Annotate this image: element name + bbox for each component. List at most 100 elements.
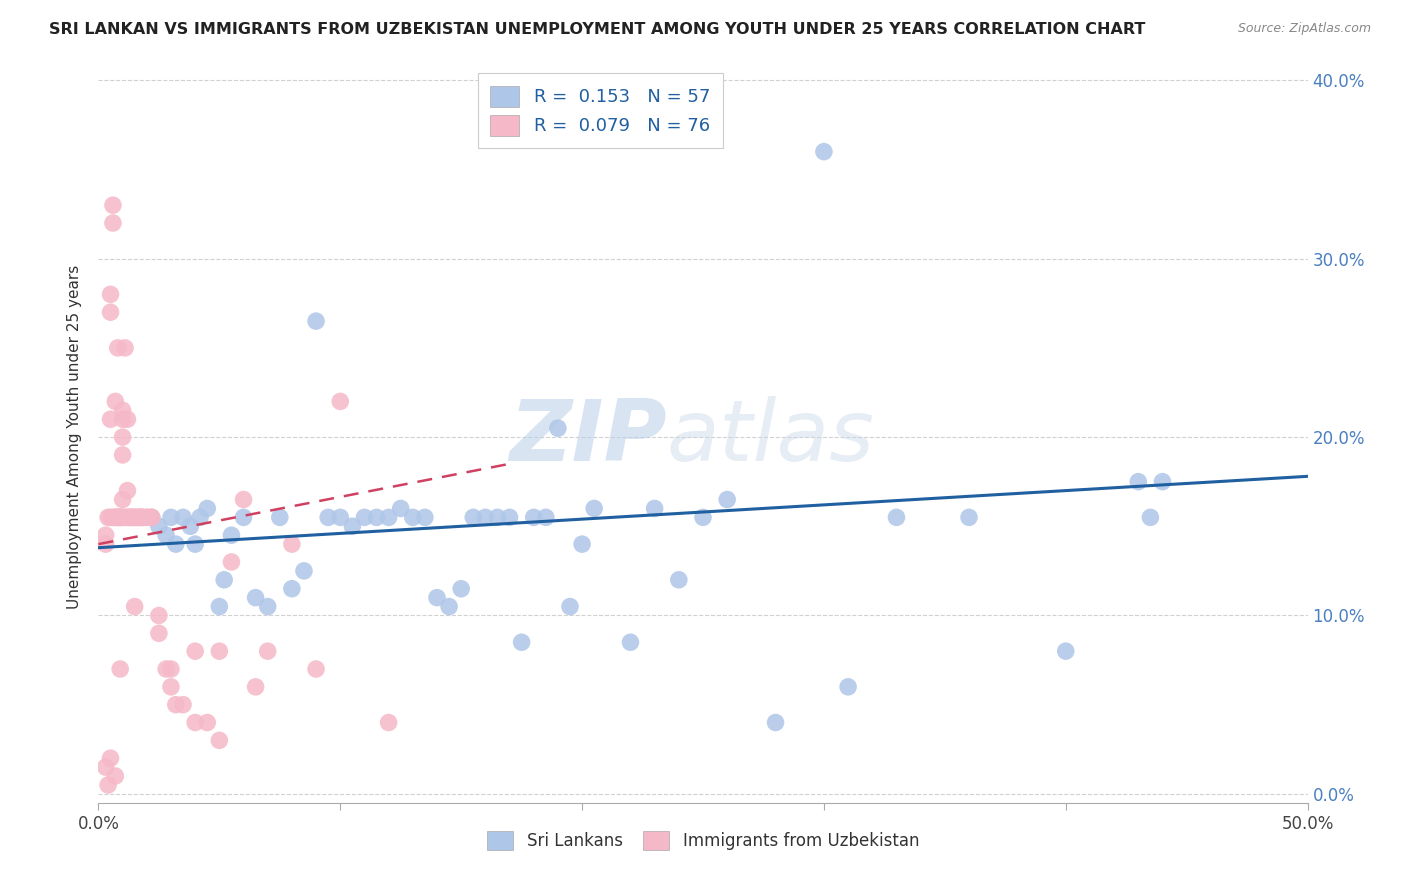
Point [104,510,127,524]
Point [104,394,127,409]
Point [195,715,218,730]
Point [111,430,134,444]
Point [111,510,134,524]
Point [124,510,146,524]
Point [127,510,149,524]
Point [329,510,352,524]
Point [124,599,146,614]
Point [172,510,194,524]
Point [571,537,593,551]
Text: Source: ZipAtlas.com: Source: ZipAtlas.com [1237,22,1371,36]
Point [111,510,134,524]
Point [583,501,606,516]
Point [402,510,425,524]
Point [128,510,150,524]
Point [1152,475,1174,489]
Point [160,680,183,694]
Point [245,591,267,605]
Text: SRI LANKAN VS IMMIGRANTS FROM UZBEKISTAN UNEMPLOYMENT AMONG YOUTH UNDER 25 YEARS: SRI LANKAN VS IMMIGRANTS FROM UZBEKISTAN… [49,22,1146,37]
Point [100,287,122,301]
Point [118,510,141,524]
Point [510,635,533,649]
Point [100,412,122,426]
Point [117,412,139,426]
Point [160,510,183,524]
Point [94,537,117,551]
Point [184,537,207,551]
Point [148,608,170,623]
Point [450,582,472,596]
Point [765,715,787,730]
Point [101,198,124,212]
Point [281,582,304,596]
Point [184,715,207,730]
Point [124,510,146,524]
Point [1054,644,1077,658]
Point [155,662,177,676]
Point [184,644,207,658]
Point [256,644,278,658]
Point [212,573,235,587]
Point [463,510,485,524]
Point [114,510,136,524]
Point [208,644,231,658]
Point [886,510,908,524]
Point [131,510,153,524]
Point [558,599,581,614]
Point [305,662,328,676]
Point [111,492,134,507]
Point [329,394,352,409]
Point [547,421,569,435]
Point [131,510,153,524]
Point [232,510,254,524]
Point [97,778,120,792]
Point [692,510,714,524]
Point [94,760,117,774]
Point [377,510,399,524]
Point [474,510,496,524]
Point [107,341,129,355]
Point [121,510,143,524]
Point [117,483,139,498]
Point [366,510,388,524]
Point [104,510,127,524]
Point [342,519,364,533]
Point [114,341,136,355]
Point [131,510,153,524]
Point [118,510,141,524]
Point [165,698,187,712]
Point [165,537,187,551]
Point [188,510,211,524]
Point [160,662,183,676]
Point [353,510,375,524]
Point [534,510,557,524]
Point [486,510,509,524]
Point [256,599,278,614]
Point [100,305,122,319]
Point [232,492,254,507]
Point [108,662,131,676]
Point [389,501,412,516]
Point [141,510,163,524]
Point [148,626,170,640]
Text: atlas: atlas [666,395,875,479]
Point [128,510,150,524]
Point [498,510,520,524]
Point [94,528,117,542]
Point [135,510,157,524]
Point [716,492,738,507]
Point [155,528,177,542]
Point [121,510,143,524]
Point [108,510,131,524]
Point [245,680,267,694]
Point [117,510,139,524]
Point [281,537,304,551]
Point [179,519,201,533]
Point [195,501,218,516]
Point [172,698,194,712]
Y-axis label: Unemployment Among Youth under 25 years: Unemployment Among Youth under 25 years [67,265,83,609]
Point [413,510,436,524]
Point [426,591,449,605]
Point [957,510,980,524]
Point [108,510,131,524]
